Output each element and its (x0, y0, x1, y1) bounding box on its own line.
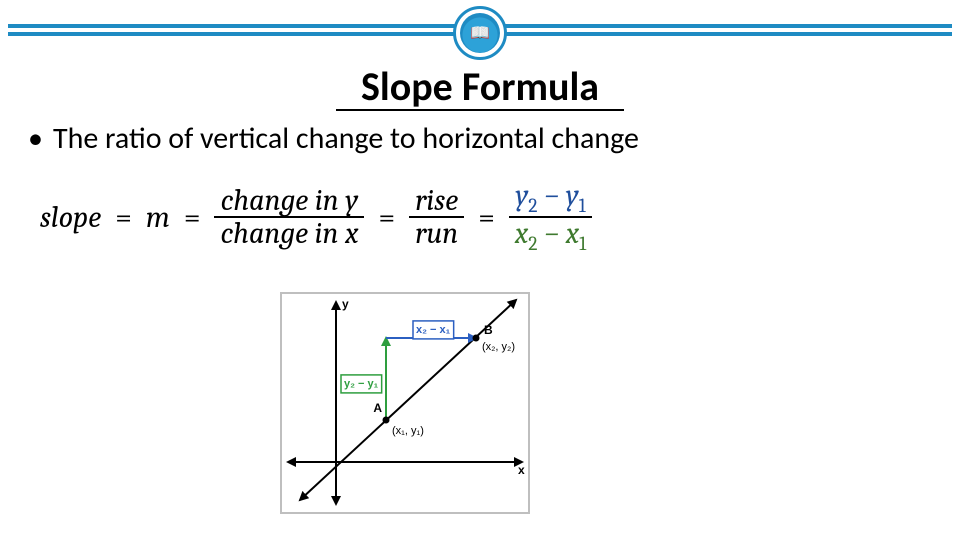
svg-text:B: B (484, 323, 493, 337)
formula-m: m (146, 200, 170, 235)
slope-diagram: x y y₂ − y₁ x₂ − x₁ A (x₁, y₁) B (x₂, y₂) (280, 292, 530, 514)
fraction-coords-num: y2 − y1 (509, 180, 591, 216)
svg-text:x: x (518, 463, 525, 477)
equals-3: = (376, 200, 397, 235)
fraction-change-den: change in x (214, 218, 364, 250)
fraction-rise: rise (409, 185, 464, 217)
formula-slope-word: slope (40, 200, 101, 235)
fraction-coords: y2 − y1 x2 − x1 (509, 180, 592, 255)
svg-text:y: y (342, 297, 349, 311)
equals-4: = (476, 200, 497, 235)
svg-text:x₂ − x₁: x₂ − x₁ (416, 324, 451, 336)
fraction-rise-run: rise run (409, 185, 464, 250)
slide-title: Slope Formula (0, 62, 960, 111)
slope-formula: slope = m = change in y change in x = ri… (40, 180, 592, 255)
header-bar: 📖 (0, 18, 960, 58)
fraction-run: run (409, 218, 464, 250)
svg-text:(x₂, y₂): (x₂, y₂) (482, 341, 515, 353)
slope-diagram-svg: x y y₂ − y₁ x₂ − x₁ A (x₁, y₁) B (x₂, y₂) (282, 294, 528, 512)
equals-2: = (182, 200, 203, 235)
fraction-coords-den: x2 − x1 (509, 218, 592, 254)
definition-bullet: The ratio of vertical change to horizont… (28, 120, 639, 157)
equals-1: = (113, 200, 134, 235)
svg-text:A: A (373, 401, 382, 415)
school-logo-inner: 📖 (460, 13, 500, 53)
fraction-change: change in y change in x (214, 185, 364, 250)
svg-text:y₂ − y₁: y₂ − y₁ (344, 378, 379, 390)
school-logo: 📖 (453, 6, 507, 60)
svg-text:(x₁, y₁): (x₁, y₁) (392, 425, 424, 437)
fraction-change-num: change in y (215, 185, 365, 217)
